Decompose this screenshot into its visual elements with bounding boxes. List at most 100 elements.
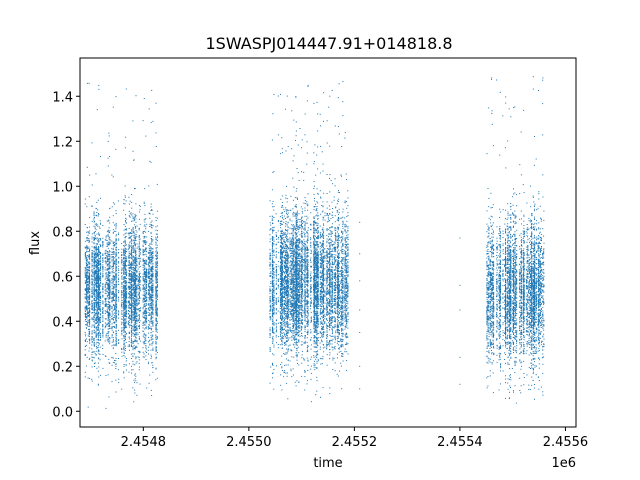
data-point [121, 262, 123, 264]
data-point [108, 339, 110, 340]
data-point [150, 248, 152, 250]
data-point [142, 330, 144, 332]
data-point [135, 290, 137, 292]
data-point [132, 261, 134, 263]
data-point [98, 292, 100, 294]
data-point [121, 269, 123, 271]
data-point [100, 256, 102, 258]
data-point [115, 292, 117, 294]
data-point [97, 270, 99, 272]
data-point [102, 332, 104, 334]
data-point [121, 294, 123, 296]
data-point [129, 247, 130, 249]
data-point [155, 226, 157, 228]
data-point [102, 246, 104, 248]
data-point [137, 294, 139, 296]
data-point [94, 319, 96, 321]
data-point [115, 285, 117, 287]
data-point [112, 295, 114, 297]
data-point [142, 266, 144, 268]
data-point [144, 312, 146, 314]
data-point [136, 328, 138, 330]
data-point [123, 296, 125, 298]
data-point [105, 298, 107, 300]
data-point [105, 303, 107, 305]
data-point [123, 199, 125, 200]
data-point [106, 269, 108, 271]
data-point [131, 291, 133, 293]
data-point [112, 241, 114, 243]
data-point [86, 286, 88, 288]
data-point [84, 275, 86, 277]
data-point [100, 267, 101, 269]
data-point [107, 263, 109, 265]
data-point [104, 267, 106, 269]
data-point [142, 308, 144, 310]
data-point [100, 313, 101, 315]
data-point [151, 278, 153, 280]
data-point [129, 363, 130, 365]
data-point [145, 240, 147, 242]
data-point [132, 313, 134, 315]
data-point [91, 253, 93, 255]
data-point [113, 299, 115, 301]
data-point [123, 365, 125, 367]
data-point [138, 318, 140, 319]
data-point [112, 313, 114, 315]
data-point [88, 267, 90, 269]
data-point [123, 281, 125, 283]
data-point [133, 335, 135, 337]
data-point [138, 286, 140, 288]
data-point [115, 276, 117, 278]
data-point [98, 280, 100, 282]
data-point [152, 331, 154, 333]
data-point [86, 317, 87, 318]
data-point [121, 349, 123, 350]
data-point [134, 251, 136, 252]
data-point [97, 273, 99, 275]
data-point [132, 304, 134, 306]
data-point [106, 274, 108, 276]
data-point [132, 329, 134, 331]
data-point [134, 270, 136, 272]
data-point [152, 320, 154, 322]
data-point [124, 280, 126, 281]
data-point [138, 301, 140, 303]
data-point [149, 249, 151, 251]
data-point [133, 340, 135, 342]
data-point [136, 322, 138, 324]
data-point [144, 250, 146, 252]
data-point [124, 322, 126, 324]
data-point [124, 214, 126, 216]
data-point [91, 305, 93, 307]
data-point [151, 241, 153, 243]
data-point [142, 313, 144, 315]
data-point [128, 232, 130, 234]
data-point [152, 274, 154, 276]
data-point [132, 259, 134, 261]
data-point [106, 284, 108, 286]
data-point [151, 339, 152, 341]
data-point [93, 286, 95, 288]
data-point [102, 328, 104, 330]
data-point [124, 252, 126, 254]
data-point [138, 241, 140, 243]
data-point [128, 288, 130, 290]
data-point [88, 321, 90, 323]
data-point [111, 341, 113, 343]
data-point [145, 294, 147, 296]
data-point [89, 377, 91, 379]
data-point [123, 262, 125, 264]
data-point [108, 283, 110, 285]
data-point [91, 324, 93, 326]
data-point [152, 268, 154, 270]
data-point [129, 274, 131, 276]
data-point [105, 304, 107, 306]
data-point [156, 282, 158, 284]
data-point [115, 282, 117, 284]
data-point [139, 279, 141, 281]
data-point [114, 243, 116, 245]
data-point [132, 260, 134, 262]
data-point [107, 260, 109, 262]
data-point [97, 280, 99, 282]
